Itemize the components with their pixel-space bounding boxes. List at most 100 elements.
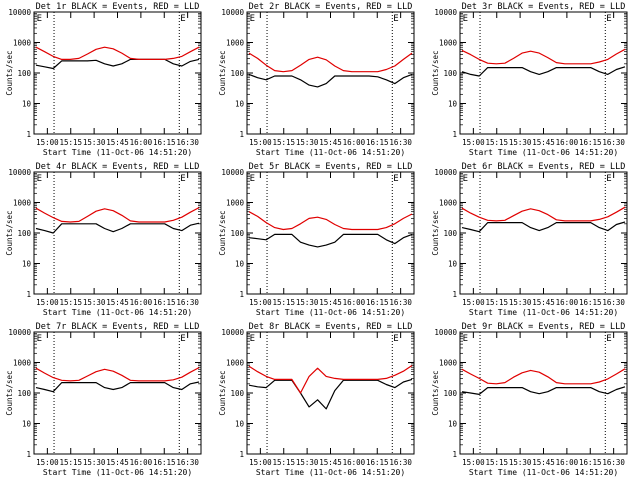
x-tick-label: 15:00	[36, 298, 59, 307]
y-tick-label: 1000	[226, 39, 245, 48]
x-tick-label: 15:15	[272, 458, 295, 467]
x-tick-label: 16:30	[602, 298, 625, 307]
y-tick-label: 10000	[8, 168, 31, 177]
lld-line	[35, 367, 200, 382]
x-tick-label: 15:15	[59, 138, 82, 147]
plot-frame-4	[33, 171, 202, 295]
y-tick-label: 1	[452, 290, 457, 299]
x-tick-label: 15:30	[83, 138, 106, 147]
event-marker-label: E	[37, 174, 42, 184]
plot-title-1: Det 1r BLACK = Events, RED = LLD	[36, 2, 200, 12]
x-tick-label: 15:45	[532, 298, 555, 307]
y-tick-label: 100	[443, 229, 457, 238]
event-marker-label: E	[180, 174, 185, 184]
events-line	[35, 381, 200, 393]
y-axis-label: Counts/sec	[431, 50, 440, 95]
x-tick-label: 15:00	[249, 298, 272, 307]
y-tick-label: 10	[22, 100, 32, 109]
x-tick-label: 16:30	[602, 458, 625, 467]
x-tick-label: 16:30	[176, 298, 199, 307]
y-tick-label: 1	[26, 290, 31, 299]
plot-frame-7	[33, 331, 202, 455]
y-axis-label: Counts/sec	[431, 210, 440, 255]
x-axis-label: Start Time (11-Oct-06 14:51:20)	[469, 468, 618, 477]
y-tick-label: 1	[452, 130, 457, 139]
x-axis-label: Start Time (11-Oct-06 14:51:20)	[256, 308, 405, 317]
y-tick-label: 10	[22, 260, 32, 269]
x-tick-label: 16:15	[366, 458, 389, 467]
x-tick-label: 15:45	[532, 138, 555, 147]
y-axis-label: Counts/sec	[218, 50, 227, 95]
x-tick-label: 15:00	[249, 458, 272, 467]
x-tick-label: 16:15	[153, 138, 176, 147]
x-tick-label: 15:30	[509, 138, 532, 147]
event-marker-label: E	[463, 174, 468, 184]
x-tick-label: 16:00	[556, 298, 579, 307]
y-tick-label: 100	[17, 229, 31, 238]
x-axis-label: Start Time (11-Oct-06 14:51:20)	[469, 148, 618, 157]
plot-title-6: Det 6r BLACK = Events, RED = LLD	[462, 162, 626, 172]
y-tick-label: 100	[443, 389, 457, 398]
y-tick-label: 10000	[434, 168, 457, 177]
x-tick-label: 15:00	[462, 458, 485, 467]
event-marker-label: E	[250, 334, 255, 344]
y-tick-label: 100	[17, 69, 31, 78]
y-tick-label: 1	[452, 450, 457, 459]
y-tick-label: 10	[235, 260, 245, 269]
y-tick-label: 10	[235, 100, 245, 109]
lld-line	[248, 211, 413, 231]
y-tick-label: 1000	[13, 199, 32, 208]
y-tick-label: 100	[230, 229, 244, 238]
x-tick-label: 15:45	[319, 458, 342, 467]
x-tick-label: 16:30	[176, 138, 199, 147]
event-marker-label: E	[606, 334, 611, 344]
plot-frame-6	[459, 171, 628, 295]
y-tick-label: 10	[448, 100, 458, 109]
events-line	[248, 73, 413, 88]
events-line	[248, 378, 413, 410]
y-tick-label: 1000	[439, 199, 458, 208]
x-tick-label: 15:30	[296, 298, 319, 307]
x-tick-label: 15:45	[319, 138, 342, 147]
plot-title-4: Det 4r BLACK = Events, RED = LLD	[36, 162, 200, 172]
x-tick-label: 15:15	[272, 298, 295, 307]
y-tick-label: 10000	[221, 328, 244, 337]
x-axis-label: Start Time (11-Oct-06 14:51:20)	[43, 308, 192, 317]
x-tick-label: 16:30	[389, 458, 412, 467]
y-axis-label: Counts/sec	[218, 370, 227, 415]
x-tick-label: 15:45	[106, 298, 129, 307]
x-axis-label: Start Time (11-Oct-06 14:51:20)	[469, 308, 618, 317]
x-tick-label: 15:15	[59, 298, 82, 307]
x-tick-label: 15:00	[36, 458, 59, 467]
y-tick-label: 10000	[8, 8, 31, 17]
events-line	[35, 222, 200, 234]
x-tick-label: 16:15	[366, 298, 389, 307]
x-tick-label: 15:15	[272, 138, 295, 147]
lld-line	[35, 207, 200, 223]
y-tick-label: 1	[239, 290, 244, 299]
y-axis-label: Counts/sec	[431, 370, 440, 415]
event-marker-label: E	[37, 14, 42, 24]
lld-line	[461, 206, 626, 222]
event-marker-label: E	[250, 14, 255, 24]
x-tick-label: 16:15	[153, 298, 176, 307]
event-marker-label: E	[180, 334, 185, 344]
x-tick-label: 15:45	[532, 458, 555, 467]
y-axis-label: Counts/sec	[5, 210, 14, 255]
event-marker-label: E	[393, 174, 398, 184]
x-tick-label: 16:00	[343, 298, 366, 307]
y-tick-label: 100	[443, 69, 457, 78]
y-tick-label: 100	[230, 69, 244, 78]
y-tick-label: 1000	[226, 199, 245, 208]
x-tick-label: 16:15	[579, 298, 602, 307]
y-tick-label: 10000	[434, 8, 457, 17]
x-tick-label: 16:00	[343, 458, 366, 467]
x-tick-label: 15:45	[106, 138, 129, 147]
events-line	[461, 386, 626, 395]
plot-frame-8	[246, 331, 415, 455]
plot-title-5: Det 5r BLACK = Events, RED = LLD	[249, 162, 413, 172]
y-tick-label: 1000	[226, 359, 245, 368]
x-axis-label: Start Time (11-Oct-06 14:51:20)	[43, 468, 192, 477]
lld-line	[248, 52, 413, 73]
